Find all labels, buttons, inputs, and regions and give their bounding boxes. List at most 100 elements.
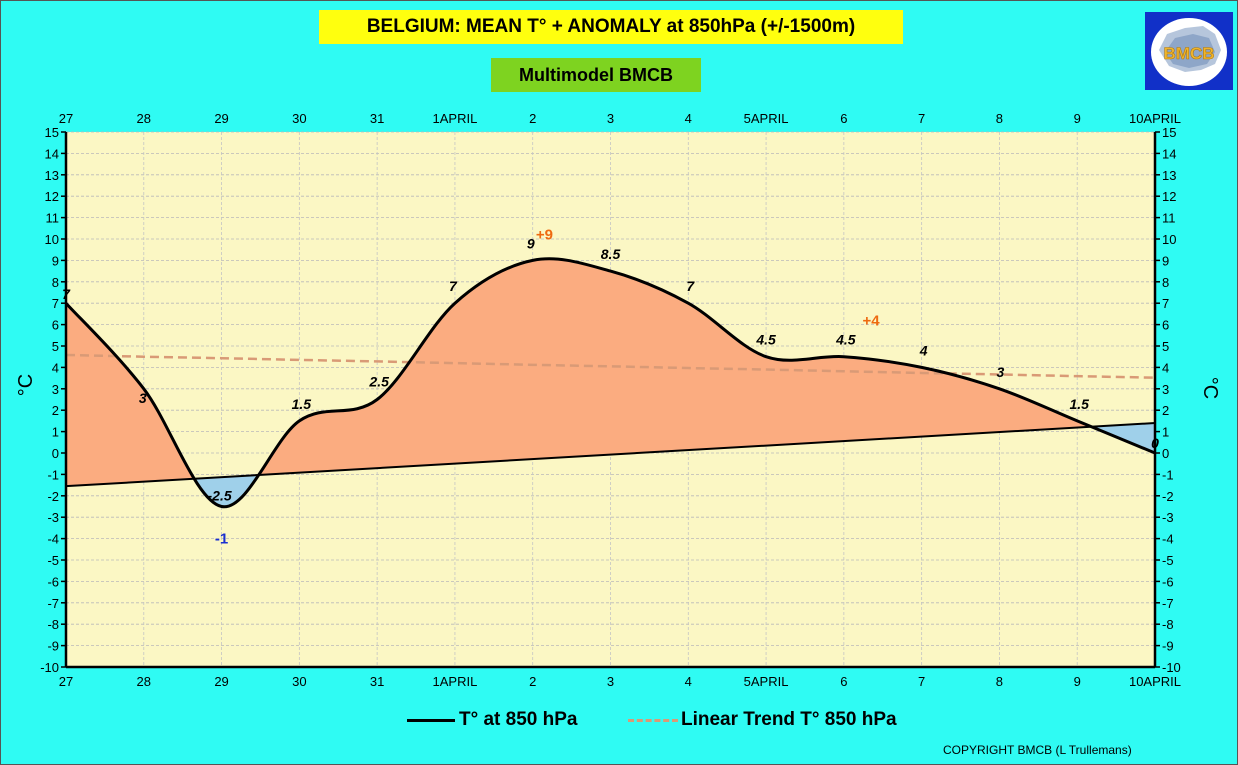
y-tick-label-left: -2 <box>47 489 59 504</box>
data-label: 1.5 <box>1069 396 1089 412</box>
y-tick-label-left: -5 <box>47 553 59 568</box>
y-tick-label-right: 8 <box>1162 275 1169 290</box>
data-label: 3 <box>139 390 147 406</box>
y-tick-label-left: -3 <box>47 510 59 525</box>
y-tick-label-right: 5 <box>1162 339 1169 354</box>
x-tick-label-top: 30 <box>292 111 306 126</box>
grid-lines <box>65 131 1156 668</box>
y-tick-label-right: -7 <box>1162 596 1174 611</box>
y-tick-label-right: 7 <box>1162 296 1169 311</box>
axes <box>61 131 1160 669</box>
x-tick-label-top: 7 <box>918 111 925 126</box>
y-tick-label-left: 0 <box>52 446 59 461</box>
y-tick-label-left: 10 <box>45 232 59 247</box>
series-line-temperature <box>64 257 1156 509</box>
x-tick-label-bottom: 29 <box>214 674 228 689</box>
title-banner: BELGIUM: MEAN T° + ANOMALY at 850hPa (+/… <box>319 10 903 44</box>
data-label: 3 <box>997 364 1005 380</box>
chart-title: BELGIUM: MEAN T° + ANOMALY at 850hPa (+/… <box>366 16 856 37</box>
legend-swatch-trend <box>628 719 678 722</box>
y-tick-label-right: -6 <box>1162 574 1174 589</box>
data-label: 4.5 <box>835 332 856 348</box>
anomaly-annotation: +9 <box>536 227 553 244</box>
y-tick-label-right: -3 <box>1162 510 1174 525</box>
y-tick-label-left: -9 <box>47 639 59 654</box>
x-tick-label-top: 5APRIL <box>744 111 789 126</box>
x-tick-label-top: 10APRIL <box>1129 111 1181 126</box>
x-tick-label-bottom: 27 <box>59 674 73 689</box>
y-tick-label-right: 13 <box>1162 168 1176 183</box>
y-tick-label-left: 2 <box>52 403 59 418</box>
y-tick-label-right: 9 <box>1162 253 1169 268</box>
y-tick-label-left: 11 <box>46 211 60 226</box>
belgium-map-icon: BMCB <box>1151 18 1227 86</box>
y-tick-label-right: 3 <box>1162 382 1169 397</box>
legend-label-trend: Linear Trend T° 850 hPa <box>681 709 897 730</box>
y-tick-label-left: 14 <box>45 146 59 161</box>
data-label: 8.5 <box>601 246 621 262</box>
x-tick-label-bottom: 30 <box>292 674 306 689</box>
data-label: 9 <box>527 235 535 251</box>
x-tick-label-bottom: 7 <box>918 674 925 689</box>
y-tick-label-right: -9 <box>1162 639 1174 654</box>
x-tick-label-top: 3 <box>607 111 614 126</box>
x-tick-label-bottom: 10APRIL <box>1129 674 1181 689</box>
y-tick-label-right: 11 <box>1162 211 1176 226</box>
y-tick-label-left: 5 <box>52 339 59 354</box>
x-tick-label-bottom: 6 <box>840 674 847 689</box>
x-tick-label-bottom: 4 <box>685 674 692 689</box>
data-label: 4 <box>919 342 928 358</box>
y-tick-label-left: 12 <box>45 189 59 204</box>
x-tick-label-bottom: 1APRIL <box>433 674 478 689</box>
y-tick-label-left: 15 <box>45 125 59 140</box>
data-label: 4.5 <box>755 332 776 348</box>
x-tick-label-top: 6 <box>840 111 847 126</box>
data-label: -2.5 <box>208 488 232 504</box>
anomaly-fills <box>66 258 1155 507</box>
y-axis-label-right: °C <box>1199 377 1221 399</box>
y-tick-label-left: 8 <box>52 275 59 290</box>
x-tick-label-bottom: 5APRIL <box>744 674 789 689</box>
y-tick-label-right: -8 <box>1162 617 1174 632</box>
y-tick-label-left: -6 <box>47 574 59 589</box>
data-label: 2.5 <box>368 374 389 390</box>
anomaly-annotation: -1 <box>215 531 228 548</box>
y-tick-label-right: 6 <box>1162 318 1169 333</box>
y-tick-label-right: 15 <box>1162 125 1176 140</box>
y-tick-label-left: 4 <box>52 360 59 375</box>
data-labels: 7 3 -2.5 1.5 2.5 7 9 8.5 7 4.5 4.5 4 3 1.5 0 +9 +4 -1 <box>62 227 1159 548</box>
y-tick-label-left: 9 <box>52 253 59 268</box>
y-tick-label-right: 0 <box>1162 446 1169 461</box>
x-tick-label-top: 27 <box>59 111 73 126</box>
y-tick-label-right: 12 <box>1162 189 1176 204</box>
tick-labels: -10 -10-9 -9-8 -8-7 -7-6 -6-5 -5-4 -4-3 -3-2 -2-1… <box>40 111 1181 689</box>
y-tick-label-right: 14 <box>1162 146 1176 161</box>
data-label: 1.5 <box>292 396 312 412</box>
y-tick-label-right: 4 <box>1162 360 1169 375</box>
subtitle-banner: Multimodel BMCB <box>491 58 701 92</box>
x-tick-label-top: 4 <box>685 111 692 126</box>
y-tick-label-right: 10 <box>1162 232 1176 247</box>
reference-line <box>65 422 1156 488</box>
y-tick-label-right: 1 <box>1162 425 1169 440</box>
logo-text: BMCB <box>1164 44 1215 63</box>
x-tick-label-bottom: 8 <box>996 674 1003 689</box>
y-tick-label-right: -5 <box>1162 553 1174 568</box>
y-tick-label-left: 6 <box>52 318 59 333</box>
x-tick-label-top: 31 <box>370 111 384 126</box>
y-tick-label-left: -1 <box>47 467 59 482</box>
data-label: 0 <box>1151 435 1159 451</box>
x-tick-label-top: 28 <box>137 111 151 126</box>
legend-swatch-temperature <box>407 719 455 722</box>
y-tick-label-left: -10 <box>40 660 59 675</box>
y-tick-label-right: -2 <box>1162 489 1174 504</box>
x-tick-label-bottom: 9 <box>1074 674 1081 689</box>
data-label: 7 <box>686 278 695 294</box>
y-tick-label-left: 7 <box>52 296 59 311</box>
chart-subtitle: Multimodel BMCB <box>519 65 673 85</box>
y-tick-label-left: 1 <box>52 425 59 440</box>
y-tick-label-left: -8 <box>47 617 59 632</box>
x-tick-label-top: 2 <box>529 111 536 126</box>
data-label: 7 <box>62 286 71 302</box>
